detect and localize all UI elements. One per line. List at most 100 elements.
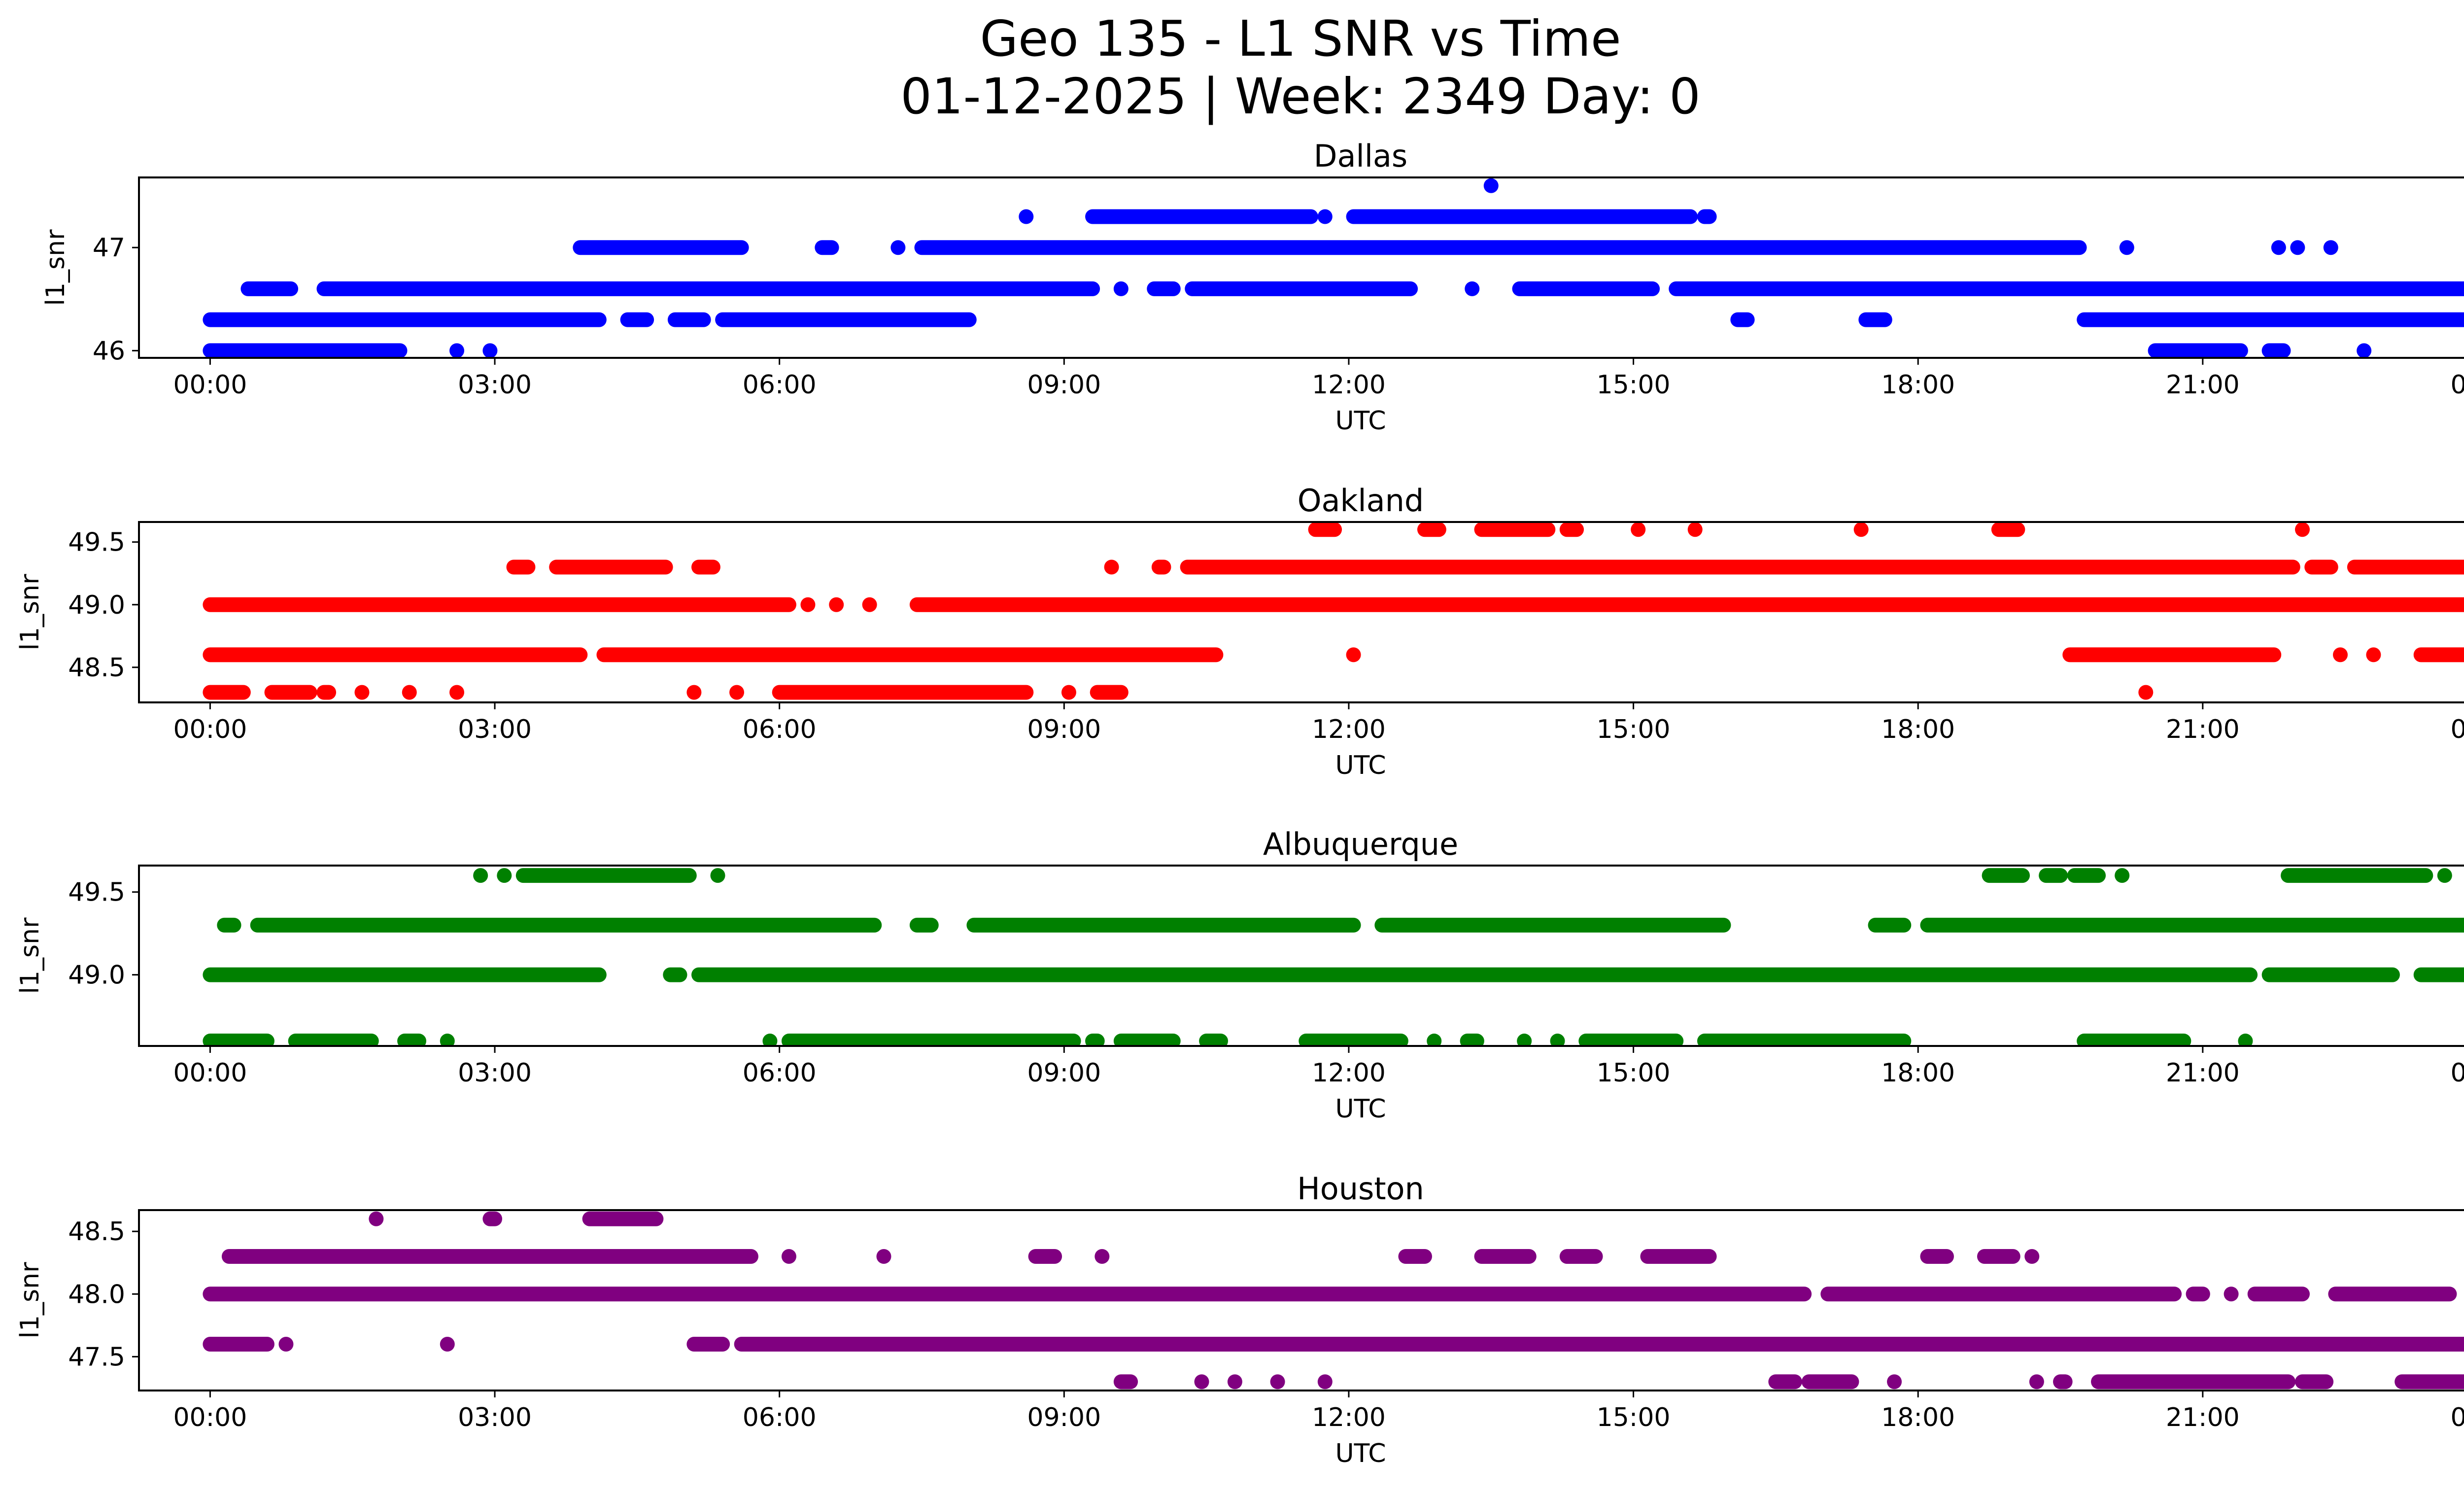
data-point-run: [1982, 868, 2030, 883]
scatter-series: [203, 522, 2464, 700]
x-tick-label: 21:00: [2166, 1058, 2240, 1088]
data-point: [1687, 522, 1703, 537]
x-tick-label: 18:00: [1881, 1058, 1955, 1088]
data-point: [482, 343, 498, 358]
data-point: [2138, 685, 2154, 700]
data-point-run: [1199, 1033, 1228, 1046]
data-point: [2366, 647, 2381, 662]
data-point-run: [1858, 312, 1892, 327]
x-tick-label: 21:00: [2166, 1403, 2240, 1432]
data-point-run: [909, 917, 939, 933]
x-tick-label: 15:00: [1597, 370, 1671, 400]
data-point-run: [2077, 312, 2464, 327]
scatter-series: [203, 178, 2464, 358]
data-point-run: [1474, 522, 1556, 537]
data-point-run: [2294, 1374, 2334, 1390]
data-point-run: [203, 343, 408, 358]
data-point-run: [772, 685, 1034, 700]
data-point: [1194, 1374, 1209, 1390]
data-point: [1113, 281, 1129, 296]
data-point-run: [1113, 1033, 1181, 1046]
data-point-run: [1768, 1374, 1802, 1390]
data-point-run: [2413, 967, 2464, 982]
data-point-run: [288, 1033, 379, 1046]
data-point-run: [2347, 559, 2464, 575]
x-tick-label: 06:00: [743, 1058, 817, 1088]
data-point: [2437, 868, 2452, 883]
data-point: [862, 597, 877, 612]
data-point-run: [203, 597, 796, 612]
y-tick-label: 48.5: [68, 653, 125, 683]
data-point-run: [2247, 1286, 2310, 1302]
data-point-run: [1374, 917, 1731, 933]
x-tick-label: 06:00: [743, 715, 817, 744]
data-point: [2119, 240, 2134, 255]
data-point-run: [686, 1336, 730, 1352]
data-point-run: [914, 240, 2087, 255]
data-point: [473, 868, 488, 883]
x-tick-label: 03:00: [458, 1058, 532, 1088]
x-tick-label: 15:00: [1597, 715, 1671, 744]
data-point: [1887, 1374, 1902, 1390]
data-point-run: [1512, 281, 1660, 296]
data-point: [449, 685, 465, 700]
x-tick-label: 09:00: [1027, 1058, 1101, 1088]
figure-title-line2: 01-12-2025 | Week: 2349 Day: 0: [900, 68, 1700, 125]
data-point-run: [1090, 685, 1129, 700]
x-axis-label: UTC: [1335, 751, 1386, 780]
data-point-run: [316, 685, 337, 700]
subplots: Dallas 00:00 03:00 06:00 09:00 12:00 15:00 18:0…: [15, 138, 2464, 1468]
y-tick-label: 47: [93, 233, 125, 263]
x-tick-label: 15:00: [1597, 1058, 1671, 1088]
data-point-run: [203, 1033, 274, 1046]
data-point-run: [1460, 1033, 1484, 1046]
data-point-run: [966, 917, 1361, 933]
data-point-run: [781, 1033, 1081, 1046]
data-point: [369, 1211, 384, 1226]
data-point-run: [663, 967, 687, 982]
subplot-houston: Houston 00:00 03:00 06:00 09:00 12:00 15:00 18:…: [15, 1171, 2464, 1468]
data-point-run: [203, 685, 251, 700]
data-point-run: [506, 559, 536, 575]
x-axis-label: UTC: [1335, 1439, 1386, 1468]
data-point-run: [1085, 209, 1318, 224]
data-point-run: [1398, 1249, 1432, 1264]
data-point-run: [1308, 522, 1342, 537]
data-point-run: [1028, 1249, 1062, 1264]
data-point: [449, 343, 465, 358]
x-axis-label: UTC: [1335, 1094, 1386, 1124]
x-tick-label: 00:00: [173, 1403, 247, 1432]
data-point: [2271, 240, 2286, 255]
data-point-run: [1920, 917, 2464, 933]
data-point: [1346, 647, 1361, 662]
data-point: [729, 685, 745, 700]
data-point-run: [2261, 343, 2291, 358]
scatter-series: [203, 1211, 2464, 1390]
data-point: [2290, 240, 2305, 255]
data-point: [1317, 209, 1333, 224]
data-point-run: [203, 312, 607, 327]
data-point-run: [2067, 868, 2106, 883]
x-tick-label: 18:00: [1881, 715, 1955, 744]
data-point: [1853, 522, 1869, 537]
data-point: [440, 1336, 455, 1352]
data-point-run: [515, 868, 697, 883]
y-axis-label: l1_snr: [15, 1262, 45, 1339]
data-point-run: [1669, 281, 2464, 296]
data-point-run: [1697, 1033, 1912, 1046]
data-point-run: [1977, 1249, 2020, 1264]
data-point-run: [1085, 1033, 1105, 1046]
x-tick-label: 09:00: [1027, 370, 1101, 400]
x-tick-label: 12:00: [1312, 370, 1386, 400]
x-tick-label: 00:00: [2451, 1058, 2464, 1088]
x-tick-label: 03:00: [458, 1403, 532, 1432]
y-tick-label: 49.0: [68, 591, 125, 620]
y-tick-label: 49.5: [68, 528, 125, 557]
x-tick-label: 21:00: [2166, 715, 2240, 744]
data-point: [2224, 1286, 2239, 1302]
y-axis-label: l1_snr: [15, 574, 45, 651]
data-point-run: [1578, 1033, 1684, 1046]
subplot-title: Houston: [1297, 1171, 1424, 1207]
data-point-run: [1868, 917, 1912, 933]
